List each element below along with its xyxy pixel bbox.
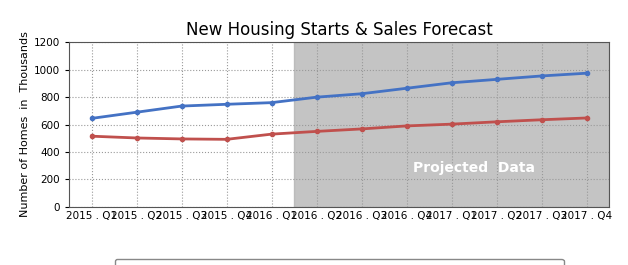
Housing  Single Family Starts (538, 74, 545, 78)
Housing  Single Family Starts (178, 104, 185, 108)
Housing  Single Family Starts (448, 81, 455, 84)
Line: New Single Family Home Sales: New Single Family Home Sales (90, 116, 588, 142)
New Single Family Home Sales (313, 130, 320, 133)
Housing  Single Family Starts (358, 92, 365, 95)
Line: Housing  Single Family Starts: Housing Single Family Starts (90, 71, 588, 121)
New Single Family Home Sales (223, 138, 230, 141)
Text: Projected  Data: Projected Data (413, 161, 535, 175)
New Single Family Home Sales (583, 116, 590, 120)
Housing  Single Family Starts (133, 111, 140, 114)
Housing  Single Family Starts (403, 87, 411, 90)
New Single Family Home Sales (178, 137, 185, 140)
New Single Family Home Sales (358, 127, 365, 131)
Housing  Single Family Starts (583, 72, 590, 75)
Y-axis label: Number of Homes  in  Thousands: Number of Homes in Thousands (19, 32, 30, 218)
Housing  Single Family Starts (88, 117, 95, 120)
New Single Family Home Sales (88, 135, 95, 138)
Bar (294, 42, 609, 207)
Housing  Single Family Starts (313, 96, 320, 99)
Legend: Housing  Single Family Starts, New Single Family Home Sales: Housing Single Family Starts, New Single… (114, 259, 564, 265)
Housing  Single Family Starts (268, 101, 275, 104)
New Single Family Home Sales (538, 118, 545, 121)
New Single Family Home Sales (133, 136, 140, 140)
New Single Family Home Sales (493, 120, 501, 123)
New Single Family Home Sales (448, 122, 455, 126)
Housing  Single Family Starts (493, 78, 501, 81)
New Single Family Home Sales (403, 124, 411, 127)
Housing  Single Family Starts (223, 103, 230, 106)
New Single Family Home Sales (268, 132, 275, 136)
Title: New Housing Starts & Sales Forecast: New Housing Starts & Sales Forecast (186, 21, 492, 39)
